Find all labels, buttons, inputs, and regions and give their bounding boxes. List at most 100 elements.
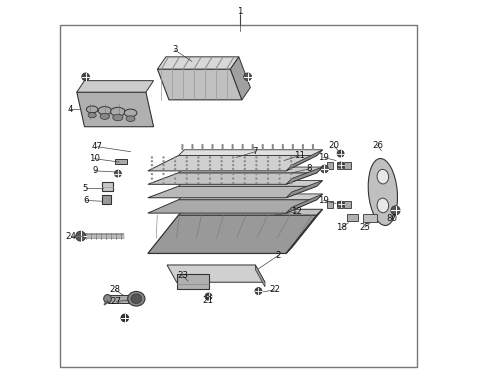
- Bar: [337, 201, 343, 208]
- Text: 26: 26: [372, 141, 383, 150]
- Circle shape: [221, 146, 224, 148]
- Bar: [337, 162, 343, 169]
- Circle shape: [267, 182, 269, 184]
- Text: 3: 3: [172, 45, 178, 55]
- Circle shape: [302, 146, 304, 148]
- Text: 25: 25: [360, 223, 370, 232]
- Circle shape: [201, 146, 204, 148]
- Circle shape: [232, 177, 234, 180]
- Circle shape: [267, 160, 269, 162]
- Bar: [115, 159, 127, 164]
- Text: 4: 4: [68, 105, 73, 114]
- Text: 8: 8: [306, 164, 312, 174]
- Circle shape: [174, 168, 176, 170]
- Circle shape: [252, 146, 254, 148]
- Text: 6: 6: [83, 196, 88, 205]
- Circle shape: [174, 160, 176, 162]
- Circle shape: [244, 156, 246, 159]
- Circle shape: [252, 148, 254, 150]
- Circle shape: [192, 148, 193, 150]
- Polygon shape: [286, 194, 323, 213]
- Text: 80: 80: [386, 214, 397, 223]
- Circle shape: [211, 146, 214, 148]
- Circle shape: [255, 182, 258, 184]
- Circle shape: [292, 144, 294, 146]
- Circle shape: [337, 201, 344, 207]
- Circle shape: [197, 173, 200, 175]
- Circle shape: [220, 177, 223, 180]
- Bar: [60, 25, 418, 367]
- Circle shape: [181, 144, 183, 146]
- Ellipse shape: [124, 109, 137, 117]
- Circle shape: [209, 160, 211, 162]
- Circle shape: [290, 156, 292, 159]
- Circle shape: [278, 173, 281, 175]
- Circle shape: [82, 73, 89, 81]
- Polygon shape: [179, 209, 323, 215]
- Polygon shape: [286, 150, 323, 171]
- Circle shape: [186, 164, 188, 166]
- Circle shape: [209, 168, 211, 170]
- Circle shape: [312, 148, 314, 150]
- Circle shape: [181, 146, 183, 148]
- Circle shape: [290, 160, 292, 162]
- Circle shape: [255, 160, 258, 162]
- Circle shape: [151, 164, 153, 166]
- Circle shape: [162, 168, 165, 170]
- Circle shape: [151, 160, 153, 162]
- Circle shape: [292, 148, 294, 150]
- Circle shape: [220, 164, 223, 166]
- Circle shape: [272, 148, 274, 150]
- Text: 5: 5: [83, 184, 88, 193]
- Circle shape: [262, 144, 264, 146]
- Circle shape: [186, 182, 188, 184]
- Polygon shape: [77, 92, 154, 127]
- Ellipse shape: [131, 294, 142, 303]
- Polygon shape: [179, 167, 323, 173]
- Circle shape: [220, 168, 223, 170]
- Circle shape: [231, 146, 234, 148]
- Circle shape: [220, 182, 223, 184]
- Circle shape: [241, 148, 244, 150]
- Polygon shape: [148, 200, 317, 213]
- Text: 24: 24: [66, 232, 76, 241]
- Circle shape: [220, 173, 223, 175]
- Circle shape: [211, 144, 214, 146]
- Circle shape: [232, 156, 234, 159]
- Circle shape: [267, 156, 269, 159]
- Circle shape: [220, 156, 223, 159]
- Ellipse shape: [368, 159, 397, 225]
- Circle shape: [209, 173, 211, 175]
- Ellipse shape: [126, 116, 135, 121]
- Text: 12: 12: [291, 207, 302, 217]
- Circle shape: [282, 148, 284, 150]
- Circle shape: [255, 173, 258, 175]
- Bar: [177, 274, 209, 289]
- Text: 19: 19: [318, 196, 329, 205]
- Ellipse shape: [128, 291, 145, 306]
- Circle shape: [337, 150, 344, 157]
- Circle shape: [209, 177, 211, 180]
- Polygon shape: [108, 295, 135, 303]
- Polygon shape: [148, 156, 317, 171]
- Circle shape: [255, 156, 258, 159]
- Circle shape: [241, 144, 244, 146]
- Polygon shape: [286, 180, 323, 198]
- Bar: [363, 214, 377, 222]
- Circle shape: [114, 170, 121, 177]
- Circle shape: [241, 146, 244, 148]
- Circle shape: [255, 168, 258, 170]
- Circle shape: [186, 173, 188, 175]
- Circle shape: [181, 148, 183, 150]
- Circle shape: [209, 164, 211, 166]
- Circle shape: [290, 173, 292, 175]
- Circle shape: [186, 168, 188, 170]
- Circle shape: [151, 177, 153, 180]
- Bar: [345, 162, 350, 169]
- Circle shape: [244, 160, 246, 162]
- Circle shape: [231, 148, 234, 150]
- Circle shape: [221, 148, 224, 150]
- Circle shape: [209, 156, 211, 159]
- Ellipse shape: [377, 198, 389, 213]
- Circle shape: [272, 144, 274, 146]
